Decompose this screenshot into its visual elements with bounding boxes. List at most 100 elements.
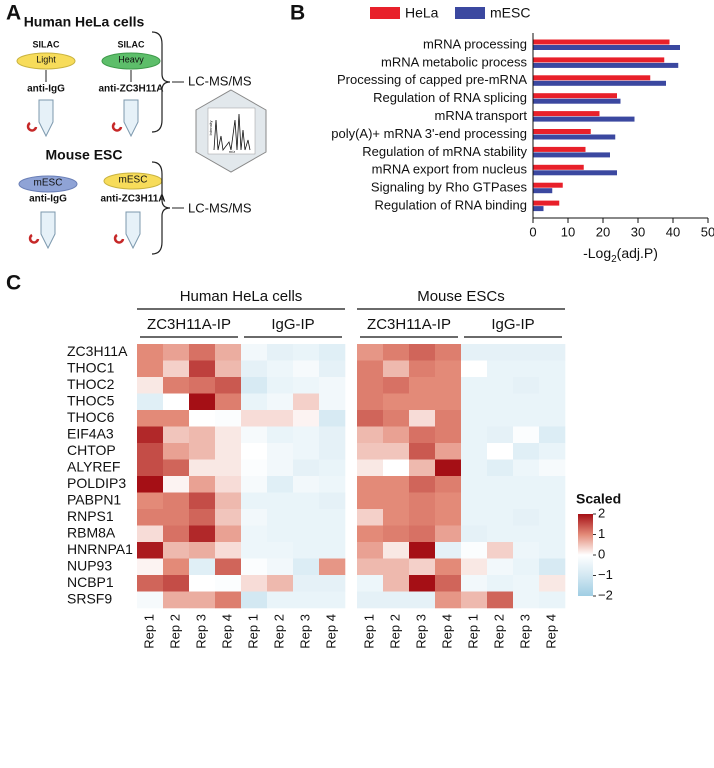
row-label: THOC5: [67, 392, 115, 408]
heatmap-cell: [267, 344, 294, 361]
heatmap-cell: [409, 591, 436, 609]
x-axis-label-part: -Log: [583, 245, 611, 261]
subgroup-label: ZC3H11A-IP: [367, 316, 451, 333]
heatmap-cell: [383, 575, 410, 592]
heatmap-cell: [409, 443, 436, 460]
heatmap-cell: [189, 443, 216, 460]
panel-label: A: [6, 2, 21, 25]
heatmap-cell: [513, 459, 540, 477]
heatmap-cell: [163, 344, 190, 361]
heatmap-cell: [137, 542, 164, 559]
heatmap-cell: [409, 575, 436, 592]
heatmap-cell: [189, 426, 216, 444]
heatmap-cell: [513, 542, 540, 559]
heatmap-cell: [241, 476, 268, 493]
heatmap-cell: [383, 558, 410, 576]
heatmap-cell: [539, 360, 566, 378]
heatmap-cell: [267, 377, 294, 394]
bar: [533, 116, 635, 122]
heatmap-cell: [189, 344, 216, 361]
heatmap-cell: [137, 344, 164, 361]
heatmap-cell: [409, 542, 436, 559]
tube: [38, 99, 54, 138]
x-tick-label: 10: [561, 224, 575, 239]
bar: [533, 111, 600, 117]
heatmap-cell: [435, 542, 462, 559]
heatmap-cell: [435, 344, 462, 361]
heatmap-cell: [487, 443, 514, 460]
heatmap-cell: [189, 542, 216, 559]
heatmap-cell: [137, 459, 164, 477]
heatmap-cell: [487, 575, 514, 592]
bar: [533, 146, 586, 152]
group-title: Human HeLa cells: [24, 14, 145, 30]
dish-top: SILAC: [33, 39, 61, 49]
heatmap-cell: [539, 459, 566, 477]
heatmap-cell: [319, 426, 346, 444]
heatmap-cell: [383, 476, 410, 493]
heatmap-cell: [409, 509, 436, 526]
heatmap-cell: [461, 575, 488, 592]
x-tick-label: 20: [596, 224, 610, 239]
heatmap-cell: [267, 509, 294, 526]
subgroup-label: IgG-IP: [491, 316, 534, 333]
heatmap-cell: [267, 492, 294, 510]
heatmap-cell: [241, 410, 268, 427]
heatmap-cell: [293, 575, 320, 592]
heatmap-cell: [513, 410, 540, 427]
heatmap-cell: [461, 459, 488, 477]
heatmap-cell: [163, 558, 190, 576]
column-label: Rep 2: [387, 614, 402, 649]
heatmap-cell: [435, 360, 462, 378]
heatmap-cell: [137, 575, 164, 592]
column-label: Rep 2: [491, 614, 506, 649]
heatmap-cell: [163, 575, 190, 592]
brace: [151, 161, 171, 255]
heatmap-cell: [487, 591, 514, 609]
heatmap-cell: [189, 459, 216, 477]
heatmap-cell: [137, 443, 164, 460]
heatmap-cell: [241, 377, 268, 394]
magnet: [26, 121, 38, 132]
heatmap-cell: [137, 492, 164, 510]
heatmap-cell: [163, 426, 190, 444]
row-label: THOC1: [67, 359, 115, 375]
category-label: Regulation of RNA binding: [375, 198, 528, 213]
heatmap-cell: [461, 410, 488, 427]
heatmap-cell: [293, 558, 320, 576]
heatmap-cell: [357, 525, 384, 543]
dish-label: mESC: [34, 178, 63, 189]
heatmap-cell: [357, 492, 384, 510]
heatmap-cell: [319, 459, 346, 477]
heatmap-cell: [435, 410, 462, 427]
tube: [125, 211, 141, 250]
x-tick-label: 50: [701, 224, 714, 239]
heatmap-cell: [383, 509, 410, 526]
column-label: Rep 2: [167, 614, 182, 649]
heatmap-cell: [461, 525, 488, 543]
bar: [533, 206, 544, 212]
legend-swatch: [370, 7, 400, 19]
heatmap-cell: [513, 525, 540, 543]
heatmap-cell: [319, 360, 346, 378]
heatmap-cell: [487, 542, 514, 559]
heatmap-cell: [357, 426, 384, 444]
antibody: anti-ZC3H11A: [98, 84, 163, 95]
column-label: Rep 1: [245, 614, 260, 649]
row-label: EIF4A3: [67, 425, 114, 441]
bar: [533, 39, 670, 45]
heatmap-cell: [267, 360, 294, 378]
heatmap-cell: [241, 360, 268, 378]
heatmap-cell: [319, 344, 346, 361]
heatmap-cell: [487, 344, 514, 361]
heatmap-cell: [383, 492, 410, 510]
group-label: Mouse ESCs: [417, 288, 505, 305]
heatmap-cell: [513, 476, 540, 493]
colorbar: [578, 514, 593, 596]
heatmap-cell: [267, 443, 294, 460]
heatmap-cell: [319, 525, 346, 543]
bar: [533, 152, 610, 158]
heatmap-cell: [241, 591, 268, 609]
x-axis-label: -Log2(adj.P): [583, 245, 658, 265]
heatmap-cell: [137, 377, 164, 394]
